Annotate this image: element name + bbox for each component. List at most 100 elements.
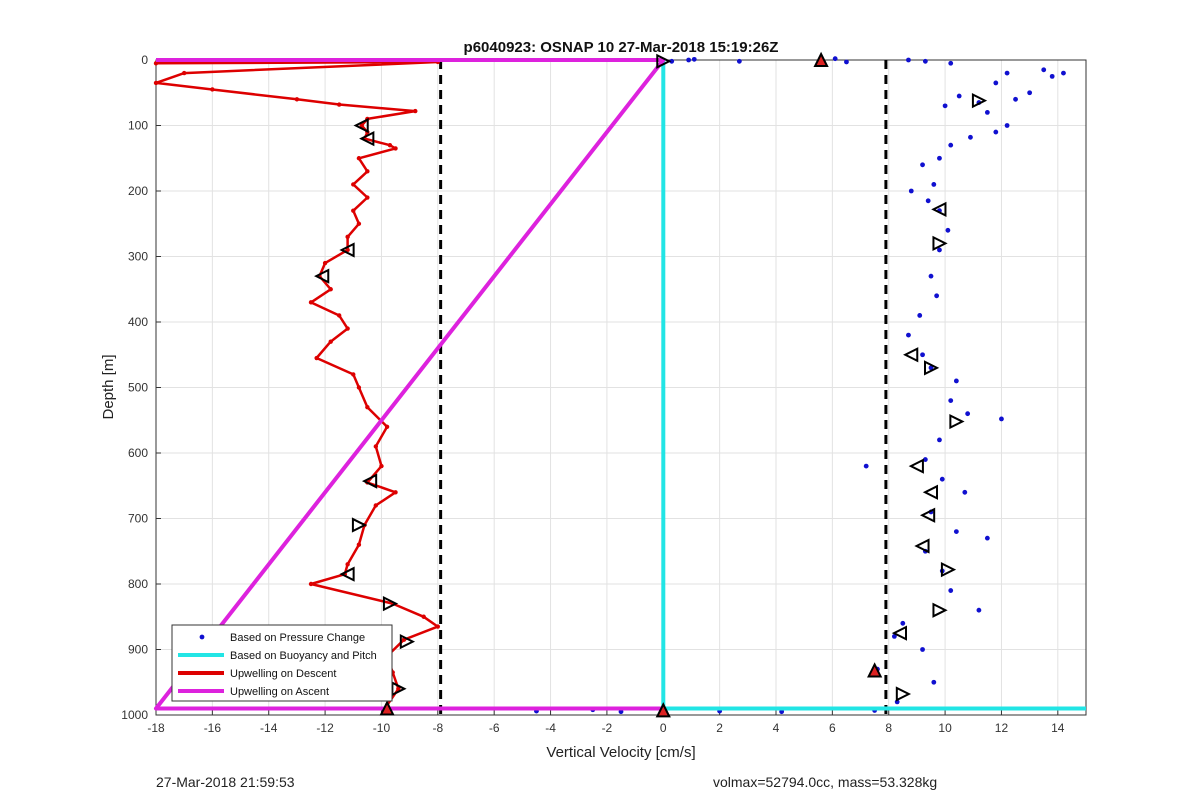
series-point [387, 142, 393, 148]
scatter-point [1049, 73, 1055, 79]
scatter-point [1061, 70, 1066, 76]
y-tick-label: 700 [128, 512, 148, 526]
scatter-point [618, 709, 624, 715]
triangle-marker [361, 473, 378, 489]
triangle-marker [924, 360, 940, 376]
chart-title: p6040923: OSNAP 10 27-Mar-2018 15:19:26Z [464, 39, 779, 56]
y-axis-label: Depth [m] [100, 354, 117, 419]
scatter-point [891, 634, 897, 639]
series-line [661, 60, 1086, 711]
scatter-point [669, 58, 675, 64]
footer-volmax-mass: volmax=52794.0cc, mass=53.328kg [713, 774, 938, 790]
y-tick-label: 200 [128, 184, 148, 198]
triangle-marker [903, 347, 919, 363]
series-point [345, 247, 350, 253]
triangle-marker [359, 130, 375, 147]
series-layer [153, 56, 1086, 715]
x-tick-label: -10 [373, 721, 391, 735]
x-tick-label: 6 [829, 721, 836, 735]
triangle-marker [922, 484, 938, 500]
footer-timestamp: 27-Mar-2018 21:59:53 [156, 774, 295, 790]
scatter-point [917, 313, 923, 318]
triangle-markers [314, 51, 988, 718]
scatter-point [939, 476, 945, 482]
triangle-marker [931, 201, 947, 217]
scatter-point [1004, 70, 1010, 76]
scatter-point [931, 679, 937, 685]
legend-box [171, 624, 393, 702]
x-tick-label: 0 [660, 721, 667, 735]
series-point [336, 102, 342, 107]
series-point [413, 108, 418, 114]
scatter-point [937, 247, 942, 253]
series-point [356, 221, 362, 226]
series-point [322, 260, 328, 266]
triangle-marker [656, 53, 672, 69]
triangle-marker [351, 517, 368, 533]
x-tick-label: -18 [147, 721, 165, 735]
reference-lines [439, 60, 888, 715]
scatter-point [900, 620, 906, 626]
x-tick-label: 4 [773, 721, 780, 735]
series-point [393, 146, 398, 151]
scatter-point [945, 227, 951, 233]
scatter-point [984, 535, 990, 541]
triangle-marker [914, 538, 930, 554]
scatter-point [948, 142, 954, 148]
legend-label: Upwelling on Descent [230, 668, 336, 680]
scatter-point [691, 56, 697, 62]
y-tick-label: 600 [128, 446, 148, 460]
series-point [365, 195, 370, 200]
triangle-marker [908, 458, 924, 474]
scatter-point [942, 103, 948, 109]
series-point [356, 385, 362, 390]
scatter-point [937, 437, 942, 443]
scatter-point [928, 273, 934, 279]
triangle-marker [932, 235, 948, 252]
scatter-point [1041, 67, 1047, 73]
triangle-marker [399, 634, 416, 650]
scatter-point [993, 129, 999, 135]
legend-label: Upwelling on Ascent [230, 686, 329, 698]
series-point [373, 503, 379, 508]
series-point [365, 169, 370, 174]
series-point [308, 581, 314, 587]
triangle-marker [353, 117, 369, 134]
x-tick-label: 8 [885, 721, 892, 735]
x-tick-label: 14 [1051, 721, 1065, 735]
series-point [384, 424, 390, 429]
series-point [294, 97, 300, 102]
series-point [345, 234, 350, 240]
scatter-point [993, 80, 999, 86]
series-point [356, 542, 362, 547]
scatter-point [908, 188, 914, 194]
triangle-marker [971, 92, 988, 109]
x-tick-label: -16 [204, 721, 222, 735]
scatter-point [953, 529, 959, 534]
x-tick-label: -12 [316, 721, 334, 735]
x-axis-label: Vertical Velocity [cm/s] [546, 744, 695, 761]
scatter-point [832, 56, 838, 62]
scatter-point [948, 398, 954, 403]
scatter-point [906, 332, 911, 338]
scatter-point [920, 647, 925, 652]
scatter-point [736, 58, 742, 64]
y-tick-label: 100 [128, 119, 148, 133]
triangle-marker [314, 268, 330, 284]
triangle-marker [940, 561, 957, 578]
scatter-point [931, 182, 937, 187]
scatter-point [686, 57, 692, 63]
series-line [154, 58, 666, 711]
triangle-marker [813, 51, 829, 67]
series-point [379, 463, 384, 469]
x-tick-label: 12 [995, 721, 1009, 735]
scatter-point [976, 607, 982, 613]
triangle-marker [867, 662, 883, 678]
scatter-point [999, 416, 1004, 422]
y-tick-label: 500 [128, 381, 148, 395]
scatter-point [920, 162, 925, 168]
series-point [336, 313, 342, 318]
triangle-marker [919, 507, 936, 523]
triangle-marker [379, 700, 395, 716]
scatter-point [984, 110, 990, 115]
